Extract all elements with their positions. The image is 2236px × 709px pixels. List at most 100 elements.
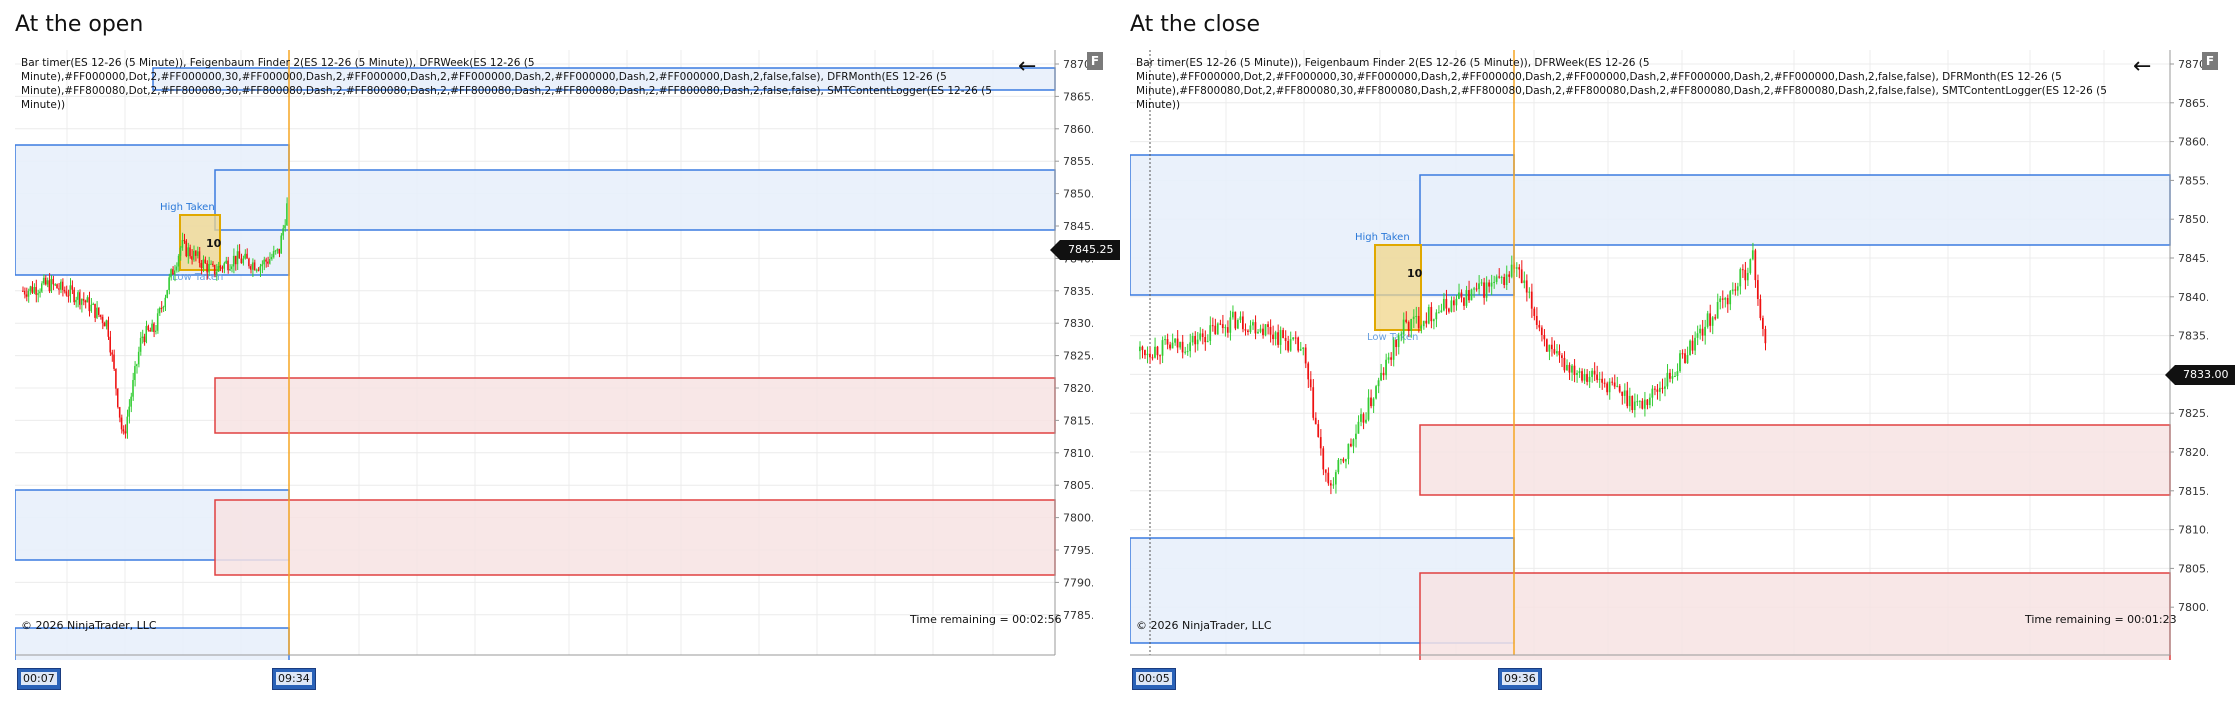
- candle-body: [103, 322, 106, 327]
- price-tick-label: 7790.00: [1063, 576, 1093, 589]
- candle-body: [1151, 357, 1154, 359]
- candle-body: [98, 307, 100, 315]
- candle-body: [1576, 373, 1578, 375]
- candle-body: [141, 336, 144, 338]
- bearish-zone: [214, 377, 1056, 434]
- candle-body: [257, 269, 260, 271]
- candle-body: [1583, 373, 1586, 381]
- candle-body: [35, 287, 37, 295]
- candle-body: [1344, 459, 1347, 462]
- candle-body: [77, 292, 79, 300]
- indicator-info-line: Bar timer(ES 12-26 (5 Minute)), Feigenba…: [1136, 57, 2107, 111]
- candle-body: [1269, 326, 1272, 335]
- candle-body: [217, 266, 220, 272]
- candle-body: [54, 284, 56, 286]
- candle-body: [1460, 292, 1463, 298]
- candle-body: [1611, 381, 1614, 383]
- price-chart-canvas[interactable]: High Taken Low Taken 10 7870.00 7865.00 7860.…: [15, 50, 1093, 660]
- f-badge-button[interactable]: F: [2202, 52, 2218, 70]
- candle-body: [212, 263, 214, 265]
- candle-body: [204, 259, 206, 264]
- candle-body: [1470, 289, 1473, 301]
- candle-body: [1591, 370, 1593, 377]
- candle-body: [1458, 292, 1460, 299]
- candle-body: [137, 351, 140, 365]
- candle-body: [139, 337, 142, 352]
- candle-body: [1159, 355, 1161, 357]
- candle-body: [23, 290, 26, 295]
- price-chart-canvas[interactable]: High Taken Low Taken 10 7870.00 7865.00 7860.…: [1130, 50, 2208, 660]
- candle-body: [255, 269, 258, 271]
- candle-body: [1674, 376, 1676, 378]
- candle-body: [1309, 379, 1312, 388]
- candle-body: [1174, 338, 1176, 343]
- chart-open[interactable]: High Taken Low Taken 10 7870.00 7865.00 7860.…: [15, 50, 1120, 690]
- candle-body: [1144, 350, 1146, 356]
- candle-body: [1264, 324, 1267, 336]
- candle-body: [1566, 364, 1568, 371]
- candle-body: [1686, 355, 1689, 364]
- candle-body: [1714, 317, 1717, 319]
- candle-body: [1425, 320, 1428, 324]
- f-badge-button[interactable]: F: [1087, 52, 1103, 70]
- candle-body: [1287, 341, 1289, 351]
- candle-body: [75, 299, 77, 303]
- price-tick-label: 7845.00: [2178, 252, 2208, 265]
- candle-body: [1241, 316, 1244, 330]
- candle-body: [270, 257, 273, 259]
- candle-body: [86, 297, 89, 303]
- candle-body: [1427, 306, 1430, 324]
- candle-body: [164, 297, 166, 308]
- candle-body: [1297, 337, 1300, 351]
- candle-body: [1751, 250, 1754, 260]
- back-arrow-icon[interactable]: ←: [1018, 54, 1037, 79]
- price-tick-label: 7850.00: [1063, 188, 1093, 201]
- candle-body: [1262, 328, 1264, 336]
- candle-body: [1186, 351, 1189, 353]
- candle-body: [1653, 388, 1656, 390]
- price-tick-label: 7835.00: [2178, 330, 2208, 343]
- start-time-marker: 00:07: [17, 668, 61, 690]
- candle-body: [94, 303, 96, 318]
- price-tick-label: 7855.00: [2178, 174, 2208, 187]
- candle-body: [1543, 334, 1546, 340]
- candle-body: [1603, 382, 1606, 384]
- candle-body: [1257, 331, 1259, 334]
- candle-body: [1204, 336, 1207, 343]
- candle-body: [120, 417, 123, 430]
- back-arrow-icon[interactable]: ←: [2133, 54, 2152, 79]
- candle-body: [1731, 289, 1734, 292]
- candle-body: [1490, 282, 1493, 287]
- candle-body: [193, 250, 195, 260]
- candle-body: [1164, 339, 1166, 341]
- candle-body: [1571, 365, 1573, 373]
- candle-body: [1161, 340, 1164, 356]
- candle-body: [1651, 388, 1654, 398]
- candle-body: [206, 263, 208, 273]
- candle-body: [1641, 400, 1644, 409]
- candle-body: [1360, 414, 1362, 422]
- candle-body: [172, 269, 174, 275]
- candle-body: [1267, 324, 1269, 327]
- candle-body: [145, 325, 147, 343]
- candle-body: [1726, 297, 1729, 305]
- price-tick-label: 7815.00: [1063, 414, 1093, 427]
- candle-body: [1216, 323, 1219, 335]
- candle-body: [1141, 346, 1144, 351]
- candle-body: [1239, 316, 1242, 321]
- candle-body: [194, 250, 197, 256]
- candle-body: [61, 281, 64, 290]
- chart-close[interactable]: High Taken Low Taken 10 7870.00 7865.00 7860.…: [1130, 50, 2235, 690]
- candle-body: [166, 290, 168, 298]
- candle-body: [67, 295, 70, 297]
- candle-body: [1601, 378, 1603, 383]
- candle-body: [1573, 365, 1576, 375]
- price-tick-label: 7805.00: [1063, 479, 1093, 492]
- candle-body: [215, 271, 218, 275]
- candle-body: [1736, 286, 1739, 291]
- candle-body: [236, 251, 239, 265]
- candle-body: [276, 248, 279, 251]
- cursor-time-text: 09:36: [1502, 672, 1538, 685]
- candle-body: [118, 407, 121, 418]
- candle-body: [44, 277, 47, 285]
